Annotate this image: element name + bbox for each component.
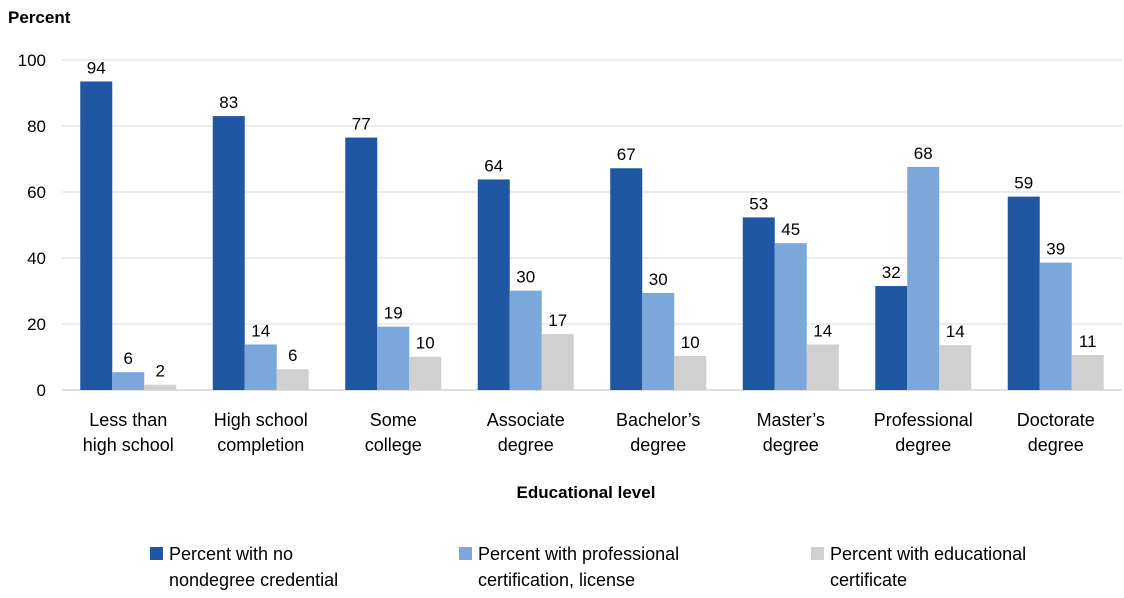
bar [377,326,410,390]
bar [244,344,277,390]
data-label: 53 [749,194,768,213]
bar [80,81,113,390]
y-axis-label: Percent [8,8,71,27]
data-label: 14 [813,321,832,340]
y-tick-label: 80 [27,117,46,136]
category-label: completion [217,435,304,455]
data-label: 67 [617,145,636,164]
category-label: Doctorate [1017,410,1095,430]
data-label: 83 [219,93,238,112]
x-axis-label: Educational level [517,483,656,502]
bar [1071,355,1104,390]
data-label: 77 [352,115,371,134]
category-label: Professional [874,410,973,430]
legend-label: Percent with professional [478,544,679,564]
y-tick-label: 0 [37,381,46,400]
bar [642,292,675,390]
y-tick-labels: 0 20 40 60 80 100 [18,51,46,400]
data-label: 14 [251,321,270,340]
category-label: degree [1028,435,1084,455]
category-label: Master’s [757,410,825,430]
bars [80,81,1104,390]
category-label: Some [370,410,417,430]
data-label: 68 [914,144,933,163]
data-labels: 94 6 2 83 14 6 77 19 10 64 30 17 67 30 10 53 45 14 32 68 14 5… [87,58,1097,380]
category-label: degree [895,435,951,455]
data-label: 32 [882,263,901,282]
bar [276,369,309,390]
legend-label: Percent with educational [830,544,1026,564]
y-tick-label: 100 [18,51,46,70]
legend-swatch [811,547,824,560]
bar [112,372,145,390]
data-label: 10 [416,334,435,353]
bar [1007,196,1040,390]
legend-label: nondegree credential [169,570,338,590]
data-label: 45 [781,220,800,239]
bar [144,384,177,390]
bar [477,179,510,390]
bar [345,137,378,390]
bar [774,243,807,390]
bar [742,217,775,390]
legend-label: Percent with no [169,544,293,564]
bar [409,356,442,390]
data-label: 17 [548,311,567,330]
y-tick-label: 40 [27,249,46,268]
data-label: 6 [288,346,297,365]
legend-swatch [459,547,472,560]
bar [907,166,940,390]
category-label: degree [630,435,686,455]
legend: Percent with no nondegree credential Perce… [150,544,1026,590]
y-tick-label: 60 [27,183,46,202]
category-labels: Less than high school High school completio… [83,410,1095,455]
bar [806,344,839,390]
category-label: high school [83,435,174,455]
data-label: 30 [649,270,668,289]
data-label: 30 [516,268,535,287]
category-label: High school [214,410,308,430]
data-label: 10 [681,333,700,352]
legend-label: certificate [830,570,907,590]
category-label: Associate [487,410,565,430]
bar [674,356,707,390]
category-label: degree [763,435,819,455]
bar [509,290,542,390]
bar [610,168,643,390]
bar [939,345,972,390]
data-label: 59 [1014,174,1033,193]
category-label: college [365,435,422,455]
bar [541,333,574,390]
category-label: Bachelor’s [616,410,700,430]
y-tick-label: 20 [27,315,46,334]
data-label: 2 [156,362,165,381]
data-label: 39 [1046,240,1065,259]
data-label: 94 [87,58,106,77]
bar [875,286,908,390]
legend-label: certification, license [478,570,635,590]
category-label: degree [498,435,554,455]
data-label: 11 [1079,332,1097,351]
category-label: Less than [89,410,167,430]
legend-swatch [150,547,163,560]
data-label: 19 [384,304,403,323]
data-label: 14 [946,322,965,341]
bar [1039,262,1072,390]
data-label: 64 [484,156,503,175]
data-label: 6 [124,349,133,368]
bar [212,116,245,390]
